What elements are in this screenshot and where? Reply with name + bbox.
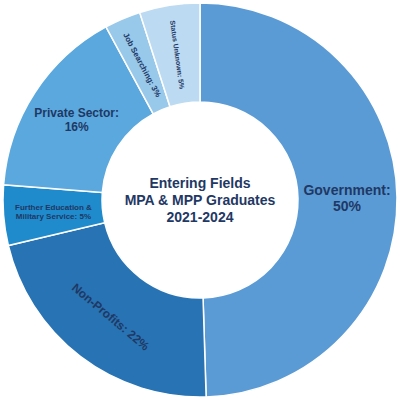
donut: Government:50% Non-Profits: 22% Further Ed… — [3, 3, 397, 397]
slice — [8, 223, 206, 397]
data-label: Job Searching: 3% — [121, 31, 163, 98]
data-labels: Government:50% Non-Profits: 22% Further Ed… — [15, 20, 391, 354]
data-label: Government:50% — [303, 182, 390, 214]
data-label-line: Military Service: 5% — [16, 212, 91, 221]
data-label-line: Further Education & — [15, 203, 92, 212]
data-label-line: Non-Profits: 22% — [69, 280, 152, 353]
data-label: Private Sector:16% — [34, 106, 119, 134]
title-line: 2021-2024 — [167, 209, 234, 225]
slices — [3, 3, 397, 397]
title: Entering FieldsMPA & MPP Graduates2021-2… — [125, 175, 276, 225]
slice — [3, 185, 105, 246]
chart: Government:50% Non-Profits: 22% Further Ed… — [0, 0, 400, 400]
data-label: Non-Profits: 22% — [69, 280, 152, 353]
title-line: MPA & MPP Graduates — [125, 192, 276, 208]
data-label: Status Unknown: 5% — [169, 20, 186, 90]
slice — [140, 3, 200, 107]
data-label-line: 50% — [333, 198, 362, 214]
data-label-line: Government: — [303, 182, 390, 198]
data-label-line: 16% — [65, 120, 89, 134]
data-label-line: Status Unknown: 5% — [169, 20, 186, 90]
data-label-line: Job Searching: 3% — [121, 31, 163, 98]
data-label-line: Private Sector: — [34, 106, 119, 120]
title-line: Entering Fields — [149, 175, 250, 191]
data-label: Further Education &Military Service: 5% — [15, 203, 92, 221]
